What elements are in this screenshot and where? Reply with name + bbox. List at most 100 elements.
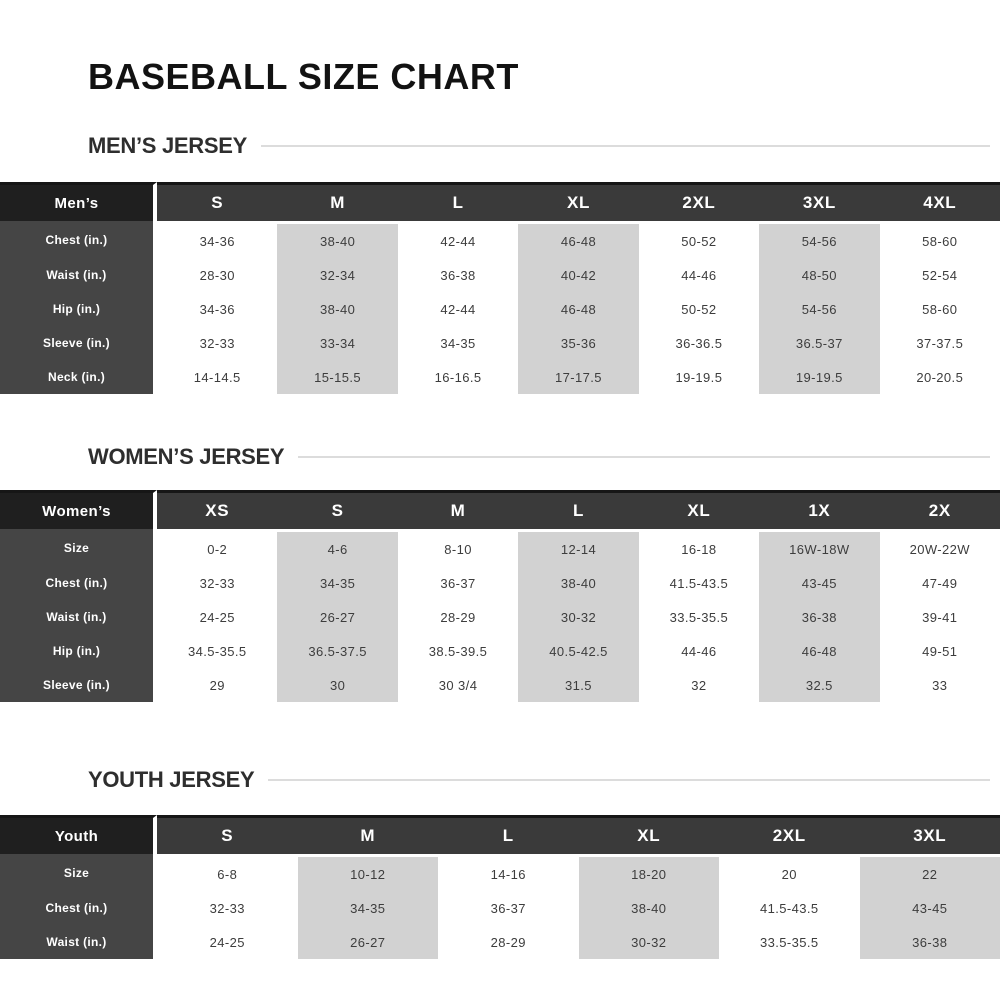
size-header-row: Men’s S M L XL 2XL 3XL 4XL bbox=[0, 182, 1000, 221]
sections-container: MEN’S JERSEY Men’s S M L XL 2XL 3XL 4XL Chest (in… bbox=[0, 133, 1000, 959]
row-label: Waist (in.) bbox=[0, 600, 157, 634]
table-row: Waist (in.) 24-25 26-27 28-29 30-32 33.5-35.5… bbox=[0, 925, 1000, 959]
value-cell: 54-56 bbox=[759, 292, 880, 326]
heading-divider bbox=[261, 145, 990, 147]
value-cell: 30-32 bbox=[518, 600, 639, 634]
value-cell: 38-40 bbox=[518, 566, 639, 600]
heading-divider bbox=[298, 456, 990, 458]
value-cell: 28-29 bbox=[397, 600, 519, 634]
size-header-3xl: 3XL bbox=[759, 182, 880, 221]
table-row: Hip (in.) 34-36 38-40 42-44 46-48 50-52 54-56 5… bbox=[0, 292, 1000, 326]
section-title-youth: YOUTH JERSEY bbox=[88, 767, 255, 792]
value-cell: 26-27 bbox=[297, 925, 438, 959]
heading-divider bbox=[268, 779, 990, 781]
value-cell: 30 3/4 bbox=[397, 668, 519, 702]
size-header-2x: 2X bbox=[879, 490, 1000, 529]
value-cell: 48-50 bbox=[759, 258, 880, 292]
table-row: Waist (in.) 28-30 32-34 36-38 40-42 44-46 48-5… bbox=[0, 258, 1000, 292]
size-header-row: Youth S M L XL 2XL 3XL bbox=[0, 815, 1000, 854]
value-cell: 14-14.5 bbox=[157, 360, 278, 394]
value-cell: 31.5 bbox=[518, 668, 639, 702]
row-label: Hip (in.) bbox=[0, 634, 157, 668]
section-mens: MEN’S JERSEY Men’s S M L XL 2XL 3XL 4XL Chest (in… bbox=[0, 133, 1000, 394]
row-label: Neck (in.) bbox=[0, 360, 157, 394]
value-cell: 19-19.5 bbox=[759, 360, 880, 394]
row-label: Sleeve (in.) bbox=[0, 668, 157, 702]
value-cell: 28-29 bbox=[438, 925, 579, 959]
value-cell: 42-44 bbox=[397, 292, 519, 326]
section-heading: MEN’S JERSEY bbox=[88, 133, 990, 159]
value-cell: 14-16 bbox=[438, 854, 579, 891]
value-cell: 16-16.5 bbox=[397, 360, 519, 394]
value-cell: 34.5-35.5 bbox=[157, 634, 278, 668]
value-cell: 52-54 bbox=[879, 258, 1000, 292]
mens-corner-label: Men’s bbox=[0, 182, 157, 221]
size-header-m: M bbox=[397, 490, 519, 529]
value-cell: 38-40 bbox=[277, 292, 398, 326]
value-cell: 34-36 bbox=[157, 292, 278, 326]
size-header-4xl: 4XL bbox=[879, 182, 1000, 221]
table-row: Sleeve (in.) 32-33 33-34 34-35 35-36 36-36.5 3… bbox=[0, 326, 1000, 360]
value-cell: 36.5-37 bbox=[759, 326, 880, 360]
table-row: Chest (in.) 32-33 34-35 36-37 38-40 41.5-43.5… bbox=[0, 566, 1000, 600]
value-cell: 40-42 bbox=[518, 258, 639, 292]
value-cell: 38.5-39.5 bbox=[397, 634, 519, 668]
value-cell: 49-51 bbox=[879, 634, 1000, 668]
page-title: BASEBALL SIZE CHART bbox=[88, 56, 519, 97]
value-cell: 0-2 bbox=[157, 529, 278, 566]
row-label: Waist (in.) bbox=[0, 925, 157, 959]
value-cell: 34-35 bbox=[397, 326, 519, 360]
table-row: Waist (in.) 24-25 26-27 28-29 30-32 33.5-35.5… bbox=[0, 600, 1000, 634]
section-title-mens: MEN’S JERSEY bbox=[88, 133, 248, 158]
value-cell: 38-40 bbox=[277, 221, 398, 258]
row-label: Waist (in.) bbox=[0, 258, 157, 292]
value-cell: 8-10 bbox=[397, 529, 519, 566]
value-cell: 41.5-43.5 bbox=[638, 566, 760, 600]
value-cell: 33.5-35.5 bbox=[638, 600, 760, 634]
value-cell: 20-20.5 bbox=[879, 360, 1000, 394]
value-cell: 36-36.5 bbox=[638, 326, 760, 360]
value-cell: 18-20 bbox=[578, 854, 719, 891]
value-cell: 24-25 bbox=[157, 600, 278, 634]
value-cell: 58-60 bbox=[879, 221, 1000, 258]
section-youth: YOUTH JERSEY Youth S M L XL 2XL 3XL Size 6-8 10-12… bbox=[0, 767, 1000, 959]
size-header-xl: XL bbox=[578, 815, 719, 854]
size-header-s: S bbox=[157, 182, 278, 221]
value-cell: 28-30 bbox=[157, 258, 278, 292]
value-cell: 29 bbox=[157, 668, 278, 702]
value-cell: 46-48 bbox=[518, 221, 639, 258]
value-cell: 44-46 bbox=[638, 634, 760, 668]
youth-corner-label: Youth bbox=[0, 815, 157, 854]
size-header-m: M bbox=[297, 815, 438, 854]
value-cell: 34-36 bbox=[157, 221, 278, 258]
value-cell: 39-41 bbox=[879, 600, 1000, 634]
size-header-s: S bbox=[277, 490, 398, 529]
section-womens: WOMEN’S JERSEY Women’s XS S M L XL 1X 2X Size 0-2 4… bbox=[0, 444, 1000, 702]
section-heading: YOUTH JERSEY bbox=[88, 767, 990, 793]
size-header-row: Women’s XS S M L XL 1X 2X bbox=[0, 490, 1000, 529]
value-cell: 30 bbox=[277, 668, 398, 702]
size-header-m: M bbox=[277, 182, 398, 221]
row-label: Hip (in.) bbox=[0, 292, 157, 326]
row-label: Size bbox=[0, 854, 157, 891]
womens-corner-label: Women’s bbox=[0, 490, 157, 529]
value-cell: 34-35 bbox=[297, 891, 438, 925]
value-cell: 36-37 bbox=[438, 891, 579, 925]
value-cell: 34-35 bbox=[277, 566, 398, 600]
value-cell: 16W-18W bbox=[759, 529, 880, 566]
size-header-xl: XL bbox=[638, 490, 760, 529]
row-label: Size bbox=[0, 529, 157, 566]
value-cell: 46-48 bbox=[518, 292, 639, 326]
table-row: Chest (in.) 34-36 38-40 42-44 46-48 50-52 54-5… bbox=[0, 221, 1000, 258]
value-cell: 26-27 bbox=[277, 600, 398, 634]
value-cell: 20W-22W bbox=[879, 529, 1000, 566]
value-cell: 32 bbox=[638, 668, 760, 702]
value-cell: 58-60 bbox=[879, 292, 1000, 326]
value-cell: 40.5-42.5 bbox=[518, 634, 639, 668]
value-cell: 24-25 bbox=[157, 925, 298, 959]
value-cell: 38-40 bbox=[578, 891, 719, 925]
size-header-s: S bbox=[157, 815, 298, 854]
value-cell: 36-38 bbox=[759, 600, 880, 634]
value-cell: 54-56 bbox=[759, 221, 880, 258]
table-row: Sleeve (in.) 29 30 30 3/4 31.5 32 32.5 33 bbox=[0, 668, 1000, 702]
